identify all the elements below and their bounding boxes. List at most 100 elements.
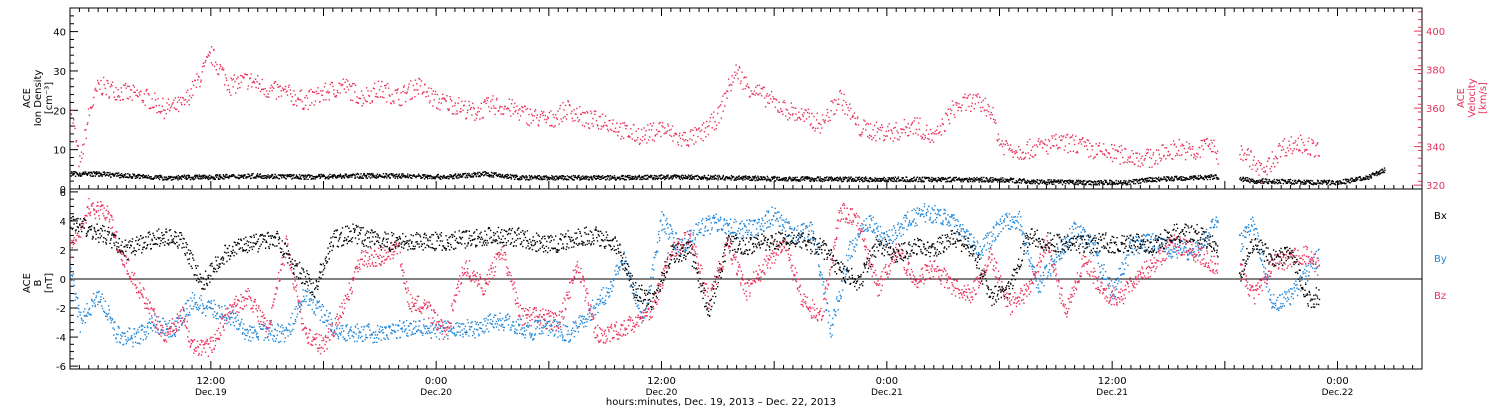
velocity-series-point xyxy=(1036,144,1038,146)
density-series-point xyxy=(344,174,346,177)
density-series-point xyxy=(123,175,125,178)
velocity-series-point xyxy=(210,46,213,48)
density-series-point xyxy=(201,176,203,178)
velocity-series-point xyxy=(77,145,80,147)
density-series-point xyxy=(1300,182,1302,184)
velocity-series-point xyxy=(827,120,830,122)
density-series-point xyxy=(132,173,134,175)
velocity-series-point xyxy=(767,102,769,104)
density-series-point xyxy=(453,177,455,180)
density-series-point xyxy=(1358,176,1361,178)
density-series-point xyxy=(472,175,474,177)
density-series-point xyxy=(572,179,574,181)
density-series-point xyxy=(1034,182,1036,185)
density-series-point xyxy=(1102,181,1104,183)
density-series-point xyxy=(973,177,975,179)
density-series-point xyxy=(638,174,641,177)
density-series-point xyxy=(855,176,857,179)
velocity-series-point xyxy=(1290,136,1293,138)
velocity-series-point xyxy=(1300,134,1302,137)
density-series-point xyxy=(533,177,535,179)
density-series-point xyxy=(1099,182,1101,184)
density-series-point xyxy=(748,177,751,179)
density-series-point xyxy=(719,176,721,178)
density-series-point xyxy=(1011,181,1014,183)
density-series-point xyxy=(76,172,79,175)
velocity-series-point xyxy=(215,69,217,71)
velocity-series-point xyxy=(1192,145,1194,148)
density-series-point xyxy=(639,177,642,179)
density-series-point xyxy=(1093,183,1095,185)
density-series-point xyxy=(1135,179,1137,181)
density-series-point xyxy=(630,177,633,180)
density-series-point xyxy=(1095,184,1098,186)
velocity-tick-label: 320 xyxy=(1426,181,1445,192)
density-series-point xyxy=(411,177,413,179)
density-series-point xyxy=(1012,178,1014,180)
density-series-point xyxy=(312,178,315,180)
velocity-series-point xyxy=(807,108,810,110)
velocity-series-point xyxy=(644,134,646,136)
velocity-series-point xyxy=(388,94,390,96)
velocity-series-point xyxy=(854,117,856,119)
density-series-point xyxy=(501,175,503,177)
velocity-series-point xyxy=(1279,144,1281,147)
density-series-point xyxy=(327,175,330,177)
density-tick-label: 0 xyxy=(60,185,66,196)
density-series-point xyxy=(833,178,835,181)
velocity-series-point xyxy=(342,84,344,86)
velocity-series-point xyxy=(998,144,1001,146)
density-series-point xyxy=(1337,183,1339,185)
velocity-series-point xyxy=(1005,140,1008,142)
velocity-series-point xyxy=(255,86,257,89)
velocity-series-point xyxy=(1162,144,1164,146)
velocity-series-point xyxy=(980,110,982,113)
density-series-point xyxy=(988,178,991,180)
density-series-point xyxy=(910,178,913,180)
density-series-point xyxy=(345,173,347,176)
velocity-series-point xyxy=(1021,158,1023,160)
density-series-point xyxy=(577,176,580,178)
density-series-point xyxy=(649,176,651,179)
density-series-point xyxy=(329,176,331,178)
density-series-point xyxy=(557,176,560,178)
velocity-series-point xyxy=(689,138,691,140)
velocity-series-point xyxy=(758,84,761,86)
velocity-series-point xyxy=(695,128,698,130)
velocity-series-point xyxy=(436,93,438,96)
velocity-series-point xyxy=(1288,144,1291,146)
density-series-point xyxy=(1108,183,1110,185)
velocity-series-point xyxy=(650,129,653,131)
velocity-series-point xyxy=(848,109,850,112)
density-series-point xyxy=(654,178,656,181)
velocity-series-point xyxy=(1047,139,1050,141)
density-series-point xyxy=(258,174,261,176)
density-series-point xyxy=(525,178,528,180)
density-series-point xyxy=(1098,181,1101,183)
velocity-series-point xyxy=(737,78,739,80)
velocity-series-point xyxy=(656,133,658,135)
density-series-point xyxy=(1026,181,1029,183)
density-series-point xyxy=(611,176,614,178)
velocity-series-point xyxy=(159,112,162,114)
density-series-point xyxy=(97,172,99,174)
density-series-point xyxy=(962,179,965,181)
velocity-series-point xyxy=(268,96,270,98)
density-series-point xyxy=(1174,175,1177,178)
density-series-point xyxy=(1020,179,1022,181)
velocity-series-point xyxy=(863,119,865,121)
density-series-point xyxy=(763,176,765,178)
density-series-point xyxy=(1206,175,1209,177)
velocity-series-point xyxy=(703,122,705,124)
velocity-series-point xyxy=(924,136,927,139)
velocity-series-point xyxy=(373,82,376,85)
density-series-point xyxy=(362,177,364,179)
density-series-point xyxy=(909,180,911,182)
velocity-series-point xyxy=(1127,156,1130,159)
density-series-point xyxy=(1097,180,1099,182)
velocity-series-point xyxy=(220,65,222,68)
density-series-point xyxy=(835,177,837,180)
velocity-series-point xyxy=(1011,151,1013,153)
density-series-point xyxy=(840,179,842,182)
velocity-series-point xyxy=(75,141,77,143)
